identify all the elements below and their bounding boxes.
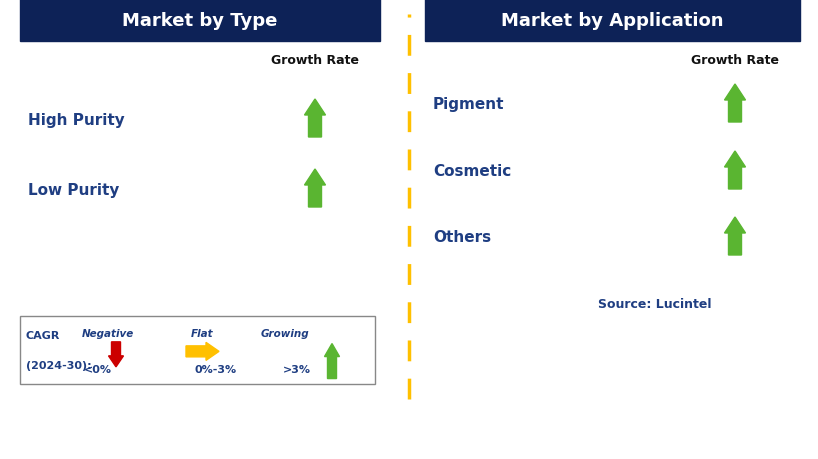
Text: Market by Type: Market by Type	[123, 12, 277, 30]
Text: Growth Rate: Growth Rate	[271, 53, 359, 67]
FancyArrow shape	[325, 344, 339, 379]
Text: Negative: Negative	[82, 328, 134, 338]
FancyArrow shape	[725, 85, 745, 123]
FancyArrow shape	[725, 218, 745, 256]
Text: Cosmetic: Cosmetic	[433, 164, 511, 179]
FancyArrow shape	[304, 100, 326, 138]
Text: Growing: Growing	[261, 328, 309, 338]
Text: <0%: <0%	[84, 364, 112, 374]
FancyArrow shape	[109, 342, 124, 367]
FancyArrow shape	[725, 151, 745, 190]
Bar	[425, 0, 800, 42]
Text: CAGR: CAGR	[26, 330, 61, 340]
Bar	[20, 0, 380, 42]
Text: (2024-30):: (2024-30):	[26, 360, 92, 370]
Text: Others: Others	[433, 230, 491, 245]
Text: Source: Lucintel: Source: Lucintel	[598, 298, 712, 311]
FancyArrow shape	[186, 342, 219, 361]
Text: Growth Rate: Growth Rate	[691, 53, 779, 67]
Text: Market by Application: Market by Application	[501, 12, 724, 30]
Text: >3%: >3%	[283, 364, 311, 374]
FancyArrow shape	[304, 170, 326, 207]
Text: Low Purity: Low Purity	[28, 182, 119, 197]
Text: 0%-3%: 0%-3%	[195, 364, 237, 374]
Bar	[20, 316, 375, 384]
Text: Pigment: Pigment	[433, 97, 505, 112]
Text: Flat: Flat	[191, 328, 213, 338]
Text: High Purity: High Purity	[28, 112, 125, 127]
